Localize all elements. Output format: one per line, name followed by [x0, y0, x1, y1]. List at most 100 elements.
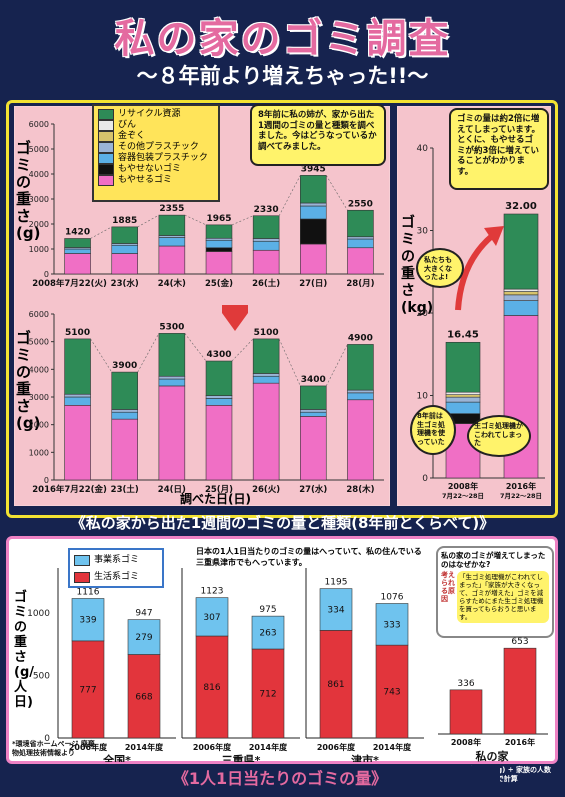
x-tick-label: 28(木) — [346, 484, 374, 495]
group-label: 全国* — [102, 753, 131, 762]
y-tick-label: 0 — [422, 474, 428, 484]
bar-segment — [205, 395, 233, 399]
legend-label: 金ぞく — [118, 131, 146, 141]
connector-line — [231, 338, 254, 362]
bar-value-label: 777 — [79, 685, 96, 695]
bar-segment — [252, 338, 280, 374]
bar-segment — [300, 409, 327, 413]
connector-line — [278, 338, 301, 387]
bar-segment — [445, 396, 481, 403]
y-tick-label: 4000 — [29, 365, 49, 374]
legend-swatch — [74, 555, 90, 566]
chart-title: 私の家 — [476, 749, 510, 762]
bar-segment — [64, 253, 91, 275]
x-tick-label: 2008年 — [451, 737, 481, 747]
bar-value-label: 339 — [79, 616, 96, 626]
bar-segment — [111, 371, 138, 410]
bar-total-label: 5300 — [159, 322, 184, 332]
legend-item: 金ぞく — [98, 131, 214, 142]
bar-segment — [300, 175, 327, 204]
bar-total-label: 5100 — [254, 328, 279, 338]
legend-item: もやせるゴミ — [98, 175, 214, 186]
y-tick-label: 10 — [417, 392, 429, 402]
x-tick-label: 7月22〜28日 — [442, 492, 484, 500]
legend-item: もやせないゴミ — [98, 164, 214, 175]
y-tick-label: 6000 — [29, 120, 49, 129]
down-arrow-icon — [222, 305, 248, 331]
bar-total-label: 16.45 — [447, 329, 479, 340]
bar-segment — [64, 248, 91, 254]
bar-segment — [205, 247, 233, 252]
bar-segment — [445, 394, 481, 398]
legend-label: 事業系ゴミ — [94, 555, 140, 565]
bar-total-label: 2355 — [159, 204, 184, 214]
y-tick-label: 4000 — [29, 170, 49, 179]
legend-swatch — [98, 131, 114, 142]
x-tick-label: 2016年 — [506, 481, 536, 491]
y-tick-label: 0 — [44, 476, 49, 485]
xlabel-2016: 調べた日(日) — [180, 492, 251, 506]
bar-segment — [205, 224, 233, 239]
y-tick-label: 6000 — [29, 310, 49, 319]
bar-segment — [300, 416, 327, 481]
legend-household: 生活系ゴミ — [74, 569, 158, 586]
bar-total-label: 1965 — [206, 214, 231, 224]
legend-label: もやせないゴミ — [118, 164, 182, 174]
legend-swatch — [98, 175, 114, 186]
bar-total-label: 1885 — [112, 216, 137, 226]
legend-item: 容器包装プラスチック — [98, 153, 214, 164]
x-tick-label: 25(月) — [205, 485, 233, 495]
y-tick-label: 3000 — [29, 195, 49, 204]
y-tick-label: 2000 — [29, 220, 49, 229]
bar-value-label: 712 — [259, 690, 276, 700]
bar-segment — [252, 238, 280, 242]
bar-segment — [347, 236, 374, 240]
bar-segment — [158, 237, 186, 247]
right-note: ゴミの量は約2倍に増えてしまっています。とくに、もやせるゴミが約3倍に増えている… — [449, 108, 549, 190]
page-subtitle: 〜８年前より増えちゃった!!〜 — [136, 64, 429, 88]
bar-segment — [251, 615, 285, 650]
legend-business: 事業系ゴミ — [74, 552, 158, 569]
x-tick-label: 2006年度 — [193, 742, 232, 752]
x-tick-label: 2008年 — [448, 481, 478, 491]
bar-total-label: 3400 — [301, 375, 326, 385]
legend-item: その他プラスチック — [98, 142, 214, 153]
y-tick-label: 5000 — [29, 145, 49, 154]
legend-item: リサイクル資源 — [98, 109, 214, 120]
bar-segment — [158, 378, 186, 387]
legend-label: 生活系ゴミ — [94, 572, 140, 582]
bottom-legend: 事業系ゴミ 生活系ゴミ — [68, 548, 164, 588]
x-tick-label: 24(木) — [158, 278, 186, 289]
legend-swatch — [98, 164, 114, 175]
connector-line — [231, 215, 254, 226]
bar-segment — [205, 398, 233, 406]
bar-value-label: 333 — [383, 620, 400, 630]
y-tick-label: 20 — [417, 309, 429, 319]
x-tick-label: 25(金) — [205, 278, 233, 289]
bar-segment — [347, 247, 374, 275]
bar-segment — [205, 251, 233, 275]
up-arrow-icon — [455, 226, 504, 311]
bar-segment — [71, 598, 105, 642]
x-tick-label: 2014年度 — [373, 742, 412, 752]
x-tick-label: 7月22〜28日 — [500, 492, 542, 500]
x-tick-label: 2006年度 — [69, 742, 108, 752]
bar-segment — [252, 249, 280, 275]
legend-item: びん — [98, 120, 214, 131]
y-tick-label: 0 — [44, 270, 49, 279]
x-tick-label: 2014年度 — [125, 742, 164, 752]
bar-value-label: 668 — [135, 692, 152, 702]
ylabel-per-person: ゴミの重さ(g/人日) — [14, 590, 34, 710]
chart-2008: 0 1000 2000 3000 4000 5000 6000 1420 2008年7月22(火… — [29, 120, 384, 289]
bar-segment — [445, 391, 481, 395]
bar-segment — [503, 213, 539, 290]
bar-segment — [319, 588, 353, 631]
connector-line — [137, 214, 160, 228]
bar-value-label: 743 — [383, 688, 400, 698]
bar-segment — [127, 619, 161, 655]
bar-total-label: 2550 — [348, 199, 373, 209]
x-tick-label: 27(日) — [299, 279, 327, 289]
legend-label: その他プラスチック — [118, 142, 199, 152]
bar — [449, 689, 483, 735]
bar-segment — [71, 640, 105, 739]
